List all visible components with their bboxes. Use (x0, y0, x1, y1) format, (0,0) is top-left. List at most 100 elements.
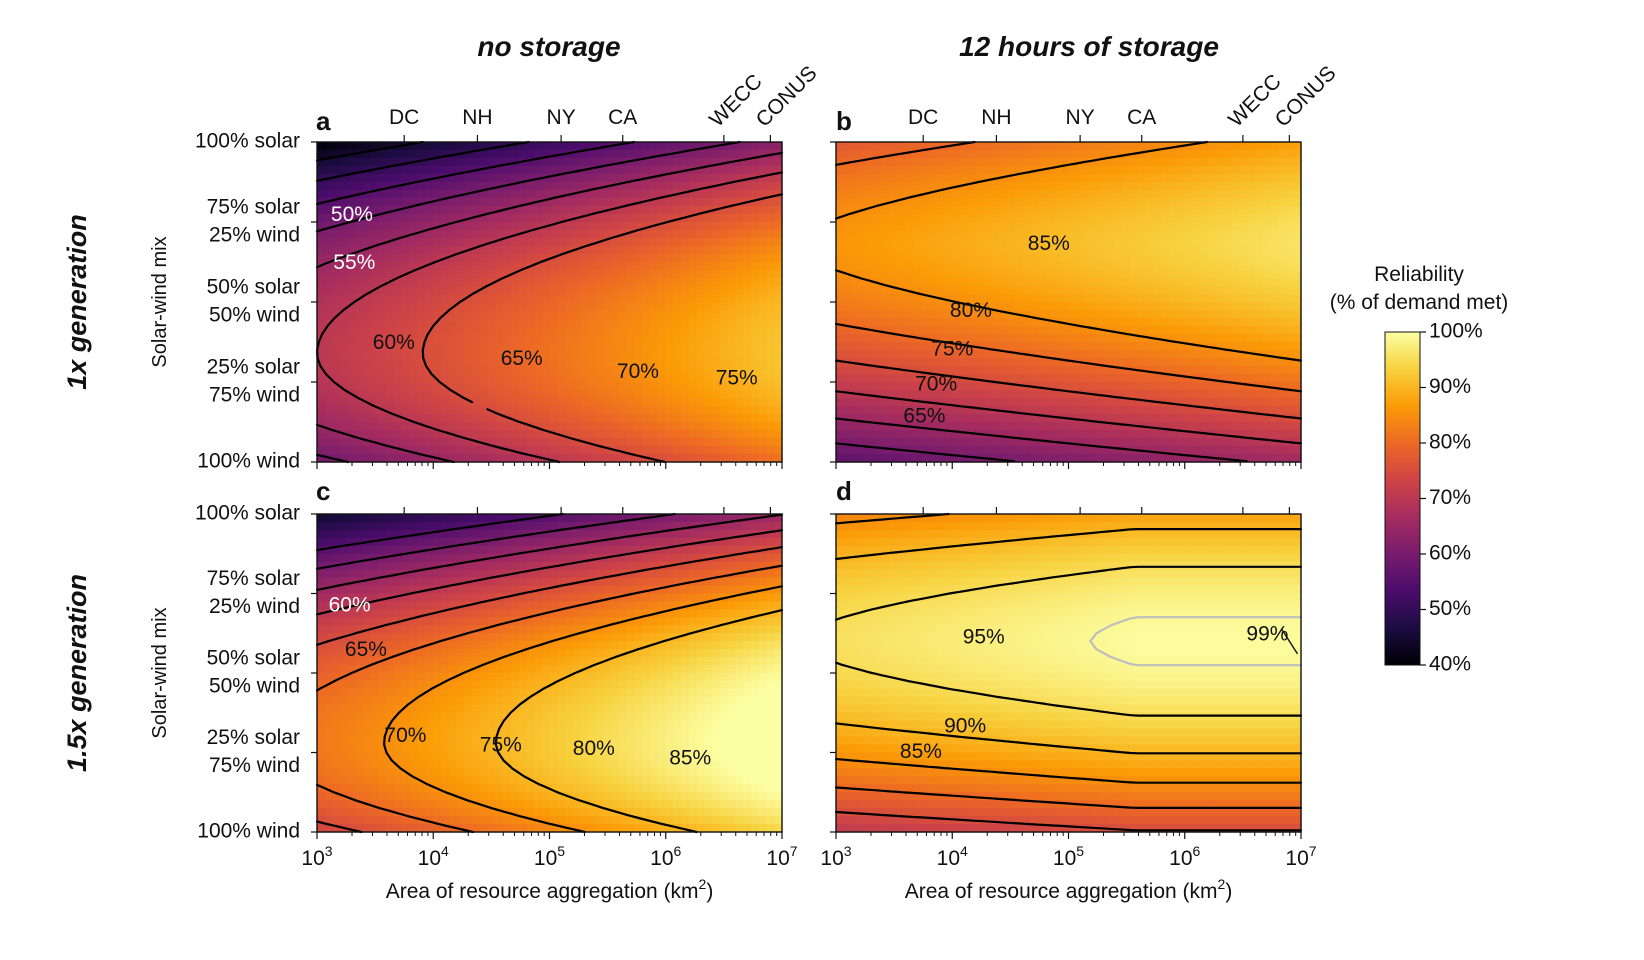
heatmap-cell (363, 278, 372, 287)
heatmap-cell (836, 270, 845, 279)
heatmap-cell (689, 278, 698, 287)
heatmap-cell (1138, 166, 1147, 175)
heatmap-cell (952, 206, 961, 215)
heatmap-cell (433, 446, 442, 455)
heatmap-cell (936, 286, 946, 295)
heatmap-cell (650, 198, 659, 207)
heatmap-cell (882, 214, 891, 223)
heatmap-cell (580, 350, 589, 359)
heatmap-cell (1037, 198, 1046, 207)
heatmap-cell (441, 334, 450, 343)
heatmap-cell (991, 222, 1000, 231)
heatmap-cell (472, 326, 481, 335)
heatmap-cell (843, 278, 853, 287)
heatmap-cell (1091, 214, 1101, 223)
heatmap-cell (1138, 454, 1147, 463)
heatmap-cell (851, 406, 860, 415)
heatmap-cell (433, 382, 442, 391)
heatmap-cell (843, 326, 853, 335)
heatmap-cell (983, 302, 992, 311)
heatmap-cell (386, 150, 396, 159)
heatmap-cell (379, 190, 388, 199)
heatmap-cell (549, 454, 558, 463)
heatmap-cell (386, 254, 396, 263)
heatmap-cell (634, 166, 644, 175)
heatmap-cell (1231, 206, 1240, 215)
heatmap-cell (526, 214, 535, 223)
heatmap-cell (1262, 198, 1271, 207)
heatmap-cell (348, 398, 357, 407)
heatmap-cell (394, 254, 403, 263)
heatmap-cell (456, 262, 465, 271)
heatmap-cell (557, 302, 566, 311)
heatmap-cell (766, 342, 775, 351)
heatmap-cell (766, 514, 775, 523)
heatmap-cell (557, 326, 566, 335)
heatmap-cell (1084, 382, 1093, 391)
heatmap-cell (472, 390, 481, 399)
heatmap-cell (1130, 326, 1139, 335)
heatmap-cell (324, 246, 334, 255)
heatmap-cell (1184, 270, 1194, 279)
heatmap-cell (1099, 342, 1108, 351)
heatmap-cell (960, 150, 969, 159)
heatmap-cell (960, 366, 969, 375)
heatmap-cell (448, 326, 458, 335)
heatmap-cell (898, 438, 907, 447)
heatmap-cell (1022, 390, 1031, 399)
heatmap-cell (627, 358, 636, 367)
heatmap-cell (371, 278, 380, 287)
heatmap-cell (766, 246, 775, 255)
heatmap-cell (611, 158, 620, 167)
heatmap-cell (983, 398, 992, 407)
heatmap-cell (859, 438, 868, 447)
heatmap-cell (472, 342, 481, 351)
heatmap-cell (1068, 390, 1077, 399)
heatmap-cell (929, 454, 938, 463)
heatmap-cell (472, 454, 481, 463)
heatmap-cell (526, 142, 535, 151)
heatmap-cell (960, 350, 969, 359)
heatmap-cell (588, 310, 597, 319)
heatmap-cell (487, 214, 496, 223)
heatmap-cell (1045, 270, 1054, 279)
heatmap-cell (751, 326, 760, 335)
heatmap-cell (1122, 430, 1132, 439)
heatmap-cell (433, 270, 442, 279)
heatmap-cell (572, 302, 582, 311)
heatmap-cell (1239, 246, 1248, 255)
heatmap-cell (1239, 190, 1248, 199)
heatmap-cell (929, 150, 938, 159)
heatmap-cell (379, 286, 388, 295)
heatmap-cell (998, 150, 1008, 159)
heatmap-cell (580, 514, 589, 523)
heatmap-cell (526, 358, 535, 367)
panel-c (311, 507, 784, 839)
heatmap-cell (1285, 198, 1294, 207)
heatmap-cell (464, 366, 473, 375)
heatmap-cell (355, 174, 365, 183)
heatmap-cell (448, 214, 458, 223)
heatmap-cell (758, 382, 768, 391)
heatmap-cell (658, 318, 667, 327)
heatmap-cell (874, 286, 884, 295)
heatmap-cell (913, 374, 922, 383)
heatmap-cell (952, 366, 961, 375)
heatmap-cell (1184, 358, 1194, 367)
heatmap-cell (1215, 358, 1225, 367)
heatmap-cell (1277, 230, 1287, 239)
heatmap-cell (890, 214, 899, 223)
heatmap-cell (712, 398, 721, 407)
heatmap-cell (1231, 350, 1240, 359)
heatmap-cell (317, 454, 326, 463)
heatmap-cell (689, 358, 698, 367)
heatmap-cell (1270, 246, 1279, 255)
heatmap-cell (905, 158, 915, 167)
heatmap-cell (1200, 158, 1209, 167)
heatmap-cell (1068, 366, 1077, 375)
heatmap-cell (1045, 206, 1054, 215)
heatmap-cell (1200, 302, 1209, 311)
heatmap-cell (836, 206, 845, 215)
heatmap-cell (611, 326, 620, 335)
heatmap-cell (588, 214, 597, 223)
